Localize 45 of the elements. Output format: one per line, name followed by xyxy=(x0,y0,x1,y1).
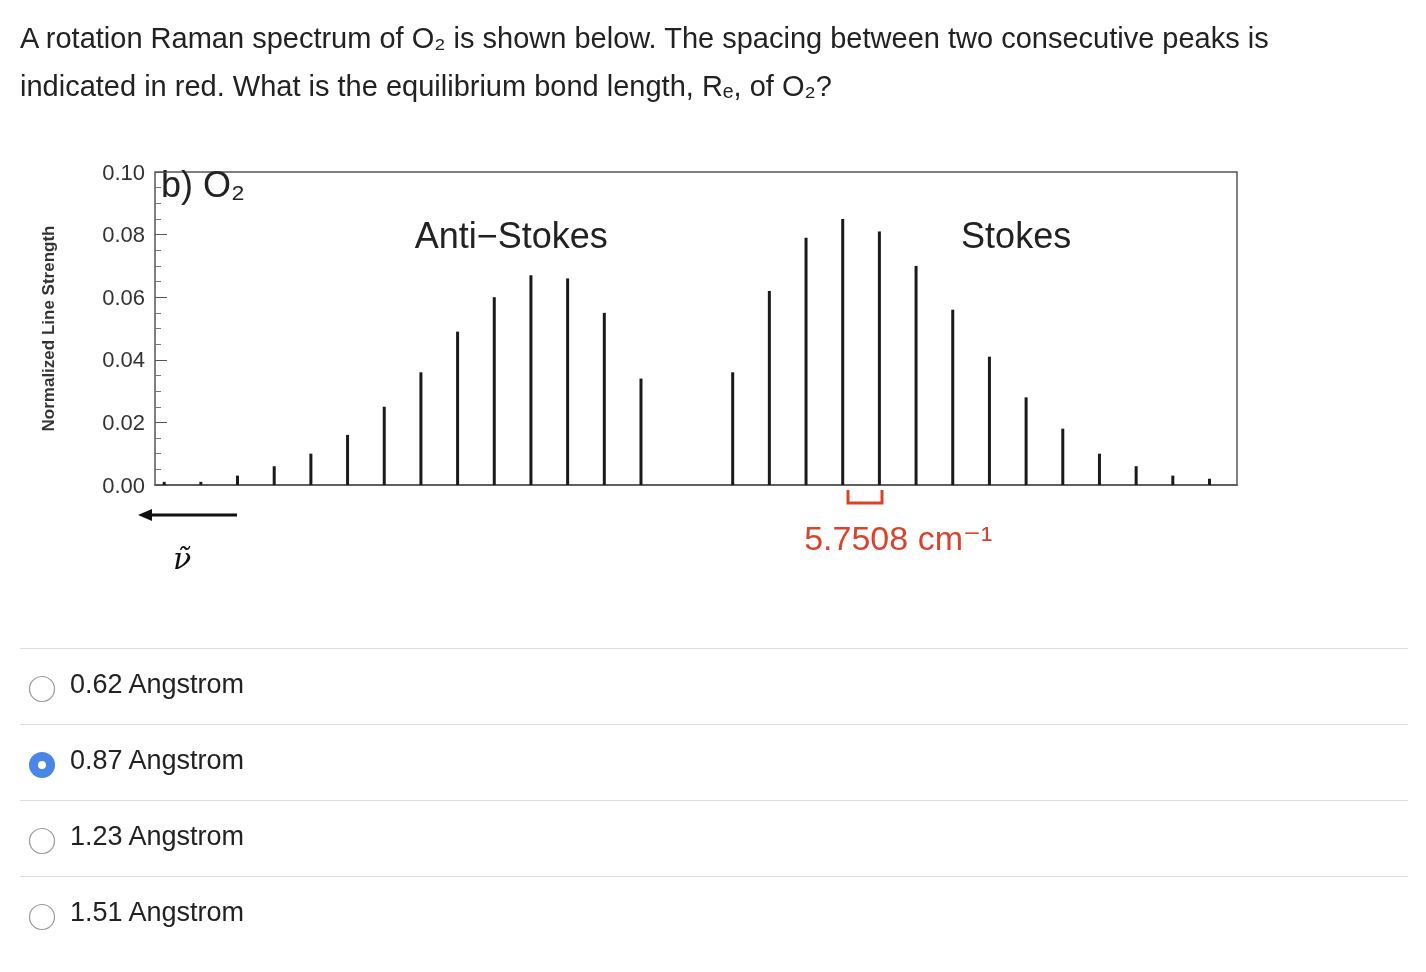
x-axis-title: ν̃ xyxy=(173,540,192,576)
text: 5.7508 cm⁻¹ xyxy=(804,519,993,557)
y-axis-title: Normalized Line Strength xyxy=(39,225,58,432)
bar xyxy=(1134,466,1138,485)
text: 1.23 Angstrom xyxy=(70,821,245,852)
annotation: b) O₂ xyxy=(161,163,245,205)
y-tick-label: 0.02 xyxy=(102,409,145,435)
bar xyxy=(309,453,313,485)
bar xyxy=(236,475,240,485)
bar xyxy=(767,290,771,485)
bar xyxy=(529,275,533,485)
text: 1.51 Angstrom xyxy=(70,897,245,928)
annotation: Stokes xyxy=(961,214,1072,256)
y-tick-label: 0.06 xyxy=(102,284,145,310)
bar xyxy=(382,406,386,485)
bar xyxy=(346,434,350,485)
bar xyxy=(1061,428,1065,485)
bar xyxy=(602,312,606,485)
y-tick-label: 0.08 xyxy=(102,222,145,248)
chart-title: A rotation Raman spectrum of O₂ is shown below. The spacing between two consecutive peaks is indicated in red. What is the equilibrium bond length, Rₑ, of O₂? xyxy=(20,21,1270,104)
annotation: Anti−Stokes xyxy=(414,214,608,256)
y-tick-label: 0.04 xyxy=(102,347,145,373)
bar xyxy=(639,378,643,485)
y-tick-label: 0.00 xyxy=(102,472,145,498)
bar xyxy=(987,356,991,485)
y-tick-label: 0.10 xyxy=(102,159,145,185)
bar xyxy=(841,218,845,485)
bar xyxy=(566,278,570,485)
bar xyxy=(272,466,276,485)
bar xyxy=(914,265,918,485)
bar xyxy=(1097,453,1101,485)
bar xyxy=(199,481,203,485)
bar xyxy=(1171,475,1175,485)
text: 0.62 Angstrom xyxy=(70,669,245,700)
text: 0.87 Angstrom xyxy=(70,745,245,776)
bar xyxy=(731,372,735,485)
bar xyxy=(456,331,460,485)
bar xyxy=(877,231,881,485)
bar xyxy=(951,309,955,485)
bar xyxy=(419,372,423,485)
bar xyxy=(1207,478,1211,485)
bar xyxy=(492,297,496,485)
bar xyxy=(804,237,808,485)
bar xyxy=(1024,397,1028,485)
bar xyxy=(162,481,166,485)
